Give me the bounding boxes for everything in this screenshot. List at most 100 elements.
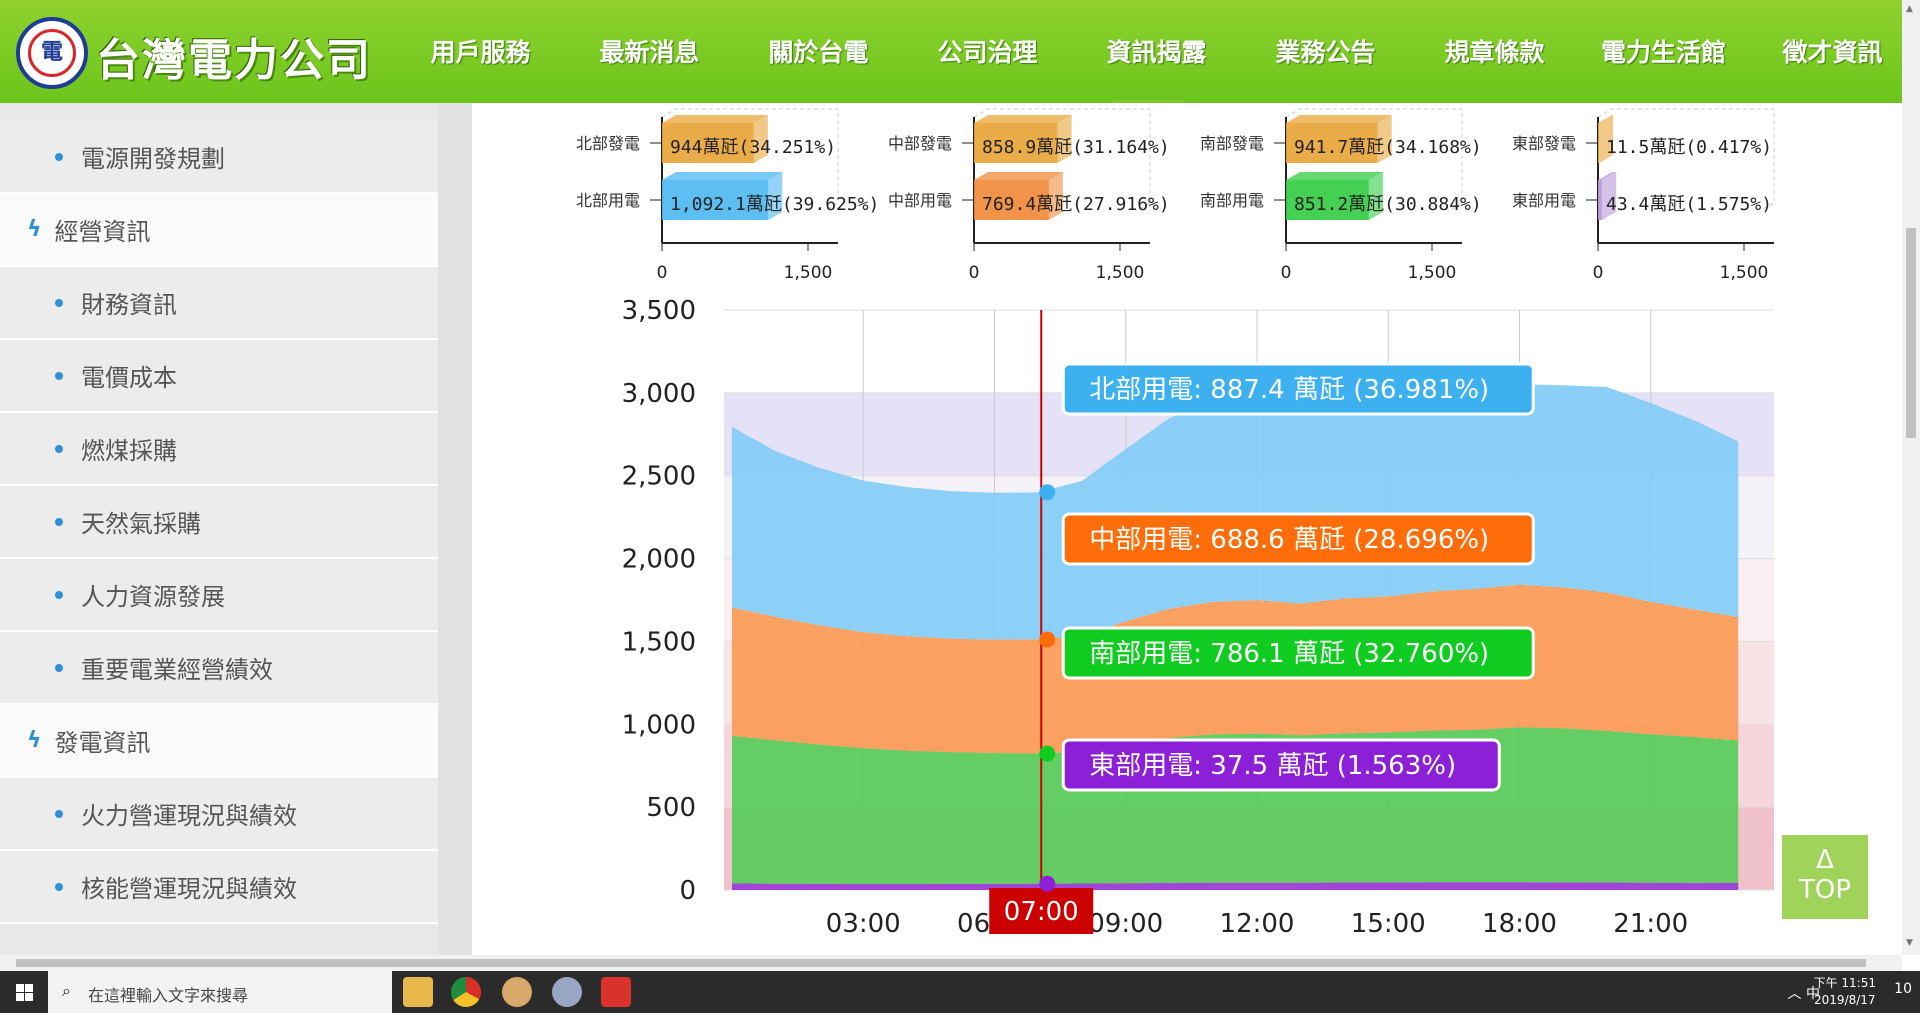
bar-category-label: 中部發電 [888,134,952,153]
bar-xtick-label: 0 [969,263,980,283]
nav-item-3[interactable]: 公司治理 [937,38,1038,67]
sidebar-item-9[interactable]: 火力營運現況與績效 [0,778,438,851]
sidebar-item-label: 經營資訊 [54,218,151,246]
sidebar-item-7[interactable]: 重要電業經營績效 [0,632,438,705]
tooltip-text-2: 南部用電: 786.1 萬瓩 (32.760%) [1089,639,1489,669]
bar-value-label: 43.4萬瓩(1.575%) [1606,194,1772,215]
bar-top-1-1 [974,172,1063,180]
tooltip-marker-0 [1039,484,1056,501]
nav-item-7[interactable]: 電力生活館 [1600,38,1726,67]
bar-category-label: 北部用電 [576,191,640,210]
brand-name[interactable]: 台灣電力公司 [96,35,372,86]
bar-side-3-0 [1599,115,1614,163]
bar-side-1-1 [1048,172,1063,220]
vertical-scrollbar[interactable]: ▲ ▼ [1902,0,1920,955]
bar-top-2-0 [1286,115,1392,123]
taskbar-clock[interactable]: 下午 11:51 2019/8/17 [1814,975,1876,1009]
time-cursor-label: 07:00 [1004,897,1079,927]
bar-frame [661,108,839,212]
nav-item-4[interactable]: 資訊揭露 [1106,38,1207,67]
tooltip-text-3: 東部用電: 37.5 萬瓩 (1.563%) [1089,751,1456,781]
bar-2-0 [1286,123,1378,163]
sidebar-item-3[interactable]: 電價成本 [0,340,438,413]
horizontal-scrollbar[interactable] [0,955,1902,971]
sidebar-item-1[interactable]: ϟ 經營資訊 [0,194,438,267]
bar-xtick-label: 1,500 [784,263,833,283]
bar-top-3-0 [1598,115,1614,123]
taskbar-search-box[interactable]: ⌕ 在這裡輸入文字來搜尋 [48,971,392,1013]
x-tick-label: 12:00 [1220,909,1295,939]
lightning-icon: ϟ [27,728,42,753]
palette-app-icon[interactable] [552,977,582,1007]
time-cursor-box [989,888,1094,934]
sidebar-item-8[interactable]: ϟ 發電資訊 [0,705,438,778]
bar-category-label: 東部發電 [1512,134,1576,153]
notification-center-icon[interactable]: 10 [1894,981,1912,997]
nav-item-1[interactable]: 最新消息 [599,38,700,67]
file-explorer-icon[interactable] [403,977,433,1007]
sidebar-item-4[interactable]: 燃煤採購 [0,413,438,486]
bar-frame [1285,108,1463,212]
nav-item-0[interactable]: 用戶服務 [430,38,531,67]
area-series-0 [732,882,1739,890]
sidebar-item-6[interactable]: 人力資源發展 [0,559,438,632]
top-label: TOP [1798,875,1852,905]
taipower-logo-icon[interactable]: 電 [16,17,88,89]
bullet-icon [55,809,63,818]
tooltip-marker-1 [1039,631,1056,648]
bar-xtick-label: 1,500 [1408,263,1457,283]
bar-top-0-1 [662,172,783,180]
bullet-icon [55,152,63,161]
back-to-top-button[interactable]: Δ TOP [1782,835,1868,919]
nav-item-6[interactable]: 規章條款 [1444,38,1545,67]
bar-1-0 [974,123,1058,163]
nav-item-2[interactable]: 關於台電 [768,38,869,67]
tooltip-text-1: 中部用電: 688.6 萬瓩 (28.696%) [1089,525,1489,555]
sidebar-item-label: 火力營運現況與績效 [81,802,297,830]
bar-1-1 [974,180,1049,220]
nav-item-5[interactable]: 業務公告 [1275,38,1376,67]
bullet-icon [55,663,63,672]
paint-app-icon[interactable] [502,977,532,1007]
sidebar-item-label: 天然氣採購 [81,510,201,538]
sidebar-item-label: 財務資訊 [81,291,177,319]
horizontal-scroll-thumb[interactable] [16,959,1866,967]
sketchup-icon[interactable] [601,977,631,1007]
sidebar-item-5[interactable]: 天然氣採購 [0,486,438,559]
bar-category-label: 北部發電 [576,134,640,153]
bar-side-0-1 [768,172,783,220]
sidebar-item-2[interactable]: 財務資訊 [0,267,438,340]
bar-value-label: 858.9萬瓩(31.164%) [982,137,1170,158]
bar-3-0 [1598,123,1600,163]
bullet-icon [55,517,63,526]
sidebar-item-label: 重要電業經營績效 [81,656,273,684]
bar-value-label: 944萬瓩(34.251%) [670,137,836,158]
sidebar-item-0[interactable]: 電源開發規劃 [0,121,438,194]
bar-0-1 [662,180,769,220]
scroll-up-icon[interactable]: ▲ [1906,4,1913,14]
scroll-down-icon[interactable]: ▼ [1906,938,1913,948]
bar-side-3-1 [1602,172,1617,220]
sidebar-menu: 電源開發規劃 ϟ 經營資訊 財務資訊 電價成本 燃煤採購 天然氣採購 人力資源發展 重要電業經營… [0,121,438,924]
bar-side-2-0 [1377,115,1392,163]
nav-item-8[interactable]: 徵才資訊 [1782,38,1883,67]
bar-value-label: 851.2萬瓩(30.884%) [1294,194,1482,215]
vertical-scroll-thumb[interactable] [1906,228,1916,438]
bullet-icon [55,590,63,599]
power-chart: 北部發電 944萬瓩(34.251%) 北部用電 1,092.1萬瓩(39.625%)… [576,108,1775,939]
system-tray[interactable]: ︿ 中 [1787,986,1820,1002]
sidebar-item-10[interactable]: 核能營運現況與績效 [0,851,438,924]
bar-0-0 [662,123,754,163]
windows-start-icon[interactable] [0,971,48,1013]
tooltip-box-2 [1061,626,1535,680]
bar-xtick-label: 1,500 [1720,263,1769,283]
sidebar-item-label: 人力資源發展 [81,583,225,611]
chrome-icon[interactable] [451,977,481,1007]
y-tick-label: 3,000 [622,379,696,409]
bar-xtick-label: 0 [657,263,668,283]
bar-top-1-0 [974,115,1072,123]
bar-xtick-label: 0 [1593,263,1604,283]
sidebar-item-label: 核能營運現況與績效 [81,875,297,903]
bar-category-label: 南部發電 [1200,134,1264,153]
